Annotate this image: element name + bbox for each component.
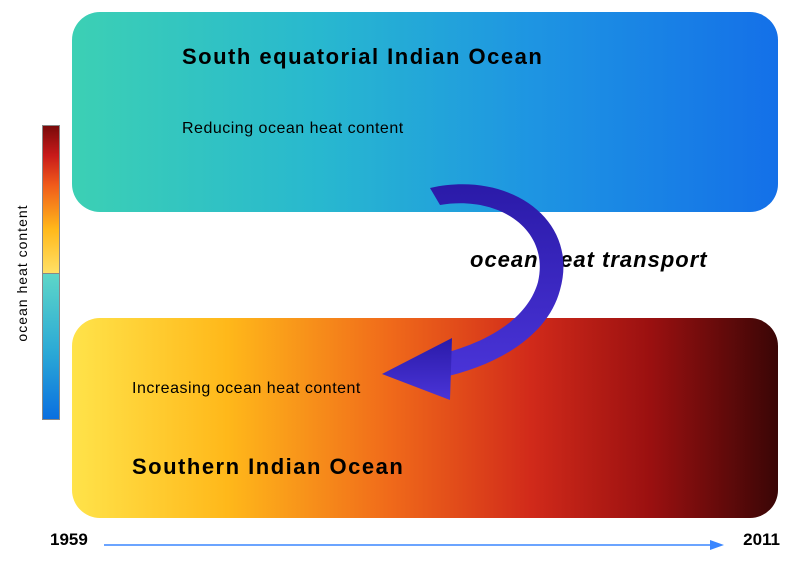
panel-southern-indian: Southern Indian Ocean Increasing ocean h…	[72, 318, 778, 518]
panel-south-equatorial: South equatorial Indian Ocean Reducing o…	[72, 12, 778, 212]
legend-label: ocean heat content	[14, 173, 30, 373]
timeline-arrow-icon	[104, 540, 724, 550]
panel-bottom-subtitle: Increasing ocean heat content	[132, 380, 361, 398]
legend-cool-half	[43, 273, 59, 420]
panel-bottom-title: Southern Indian Ocean	[132, 454, 404, 480]
timeline-end-year: 2011	[743, 530, 780, 550]
timeline: 1959 2011	[50, 530, 780, 560]
ocean-heat-transport-label: ocean heat transport	[470, 247, 708, 273]
panel-top-subtitle: Reducing ocean heat content	[182, 120, 404, 138]
legend-colorbar	[42, 125, 60, 420]
legend-warm-half	[43, 126, 59, 273]
panel-top-title: South equatorial Indian Ocean	[182, 44, 543, 70]
timeline-start-year: 1959	[50, 530, 88, 550]
heat-content-legend: ocean heat content	[12, 125, 62, 420]
